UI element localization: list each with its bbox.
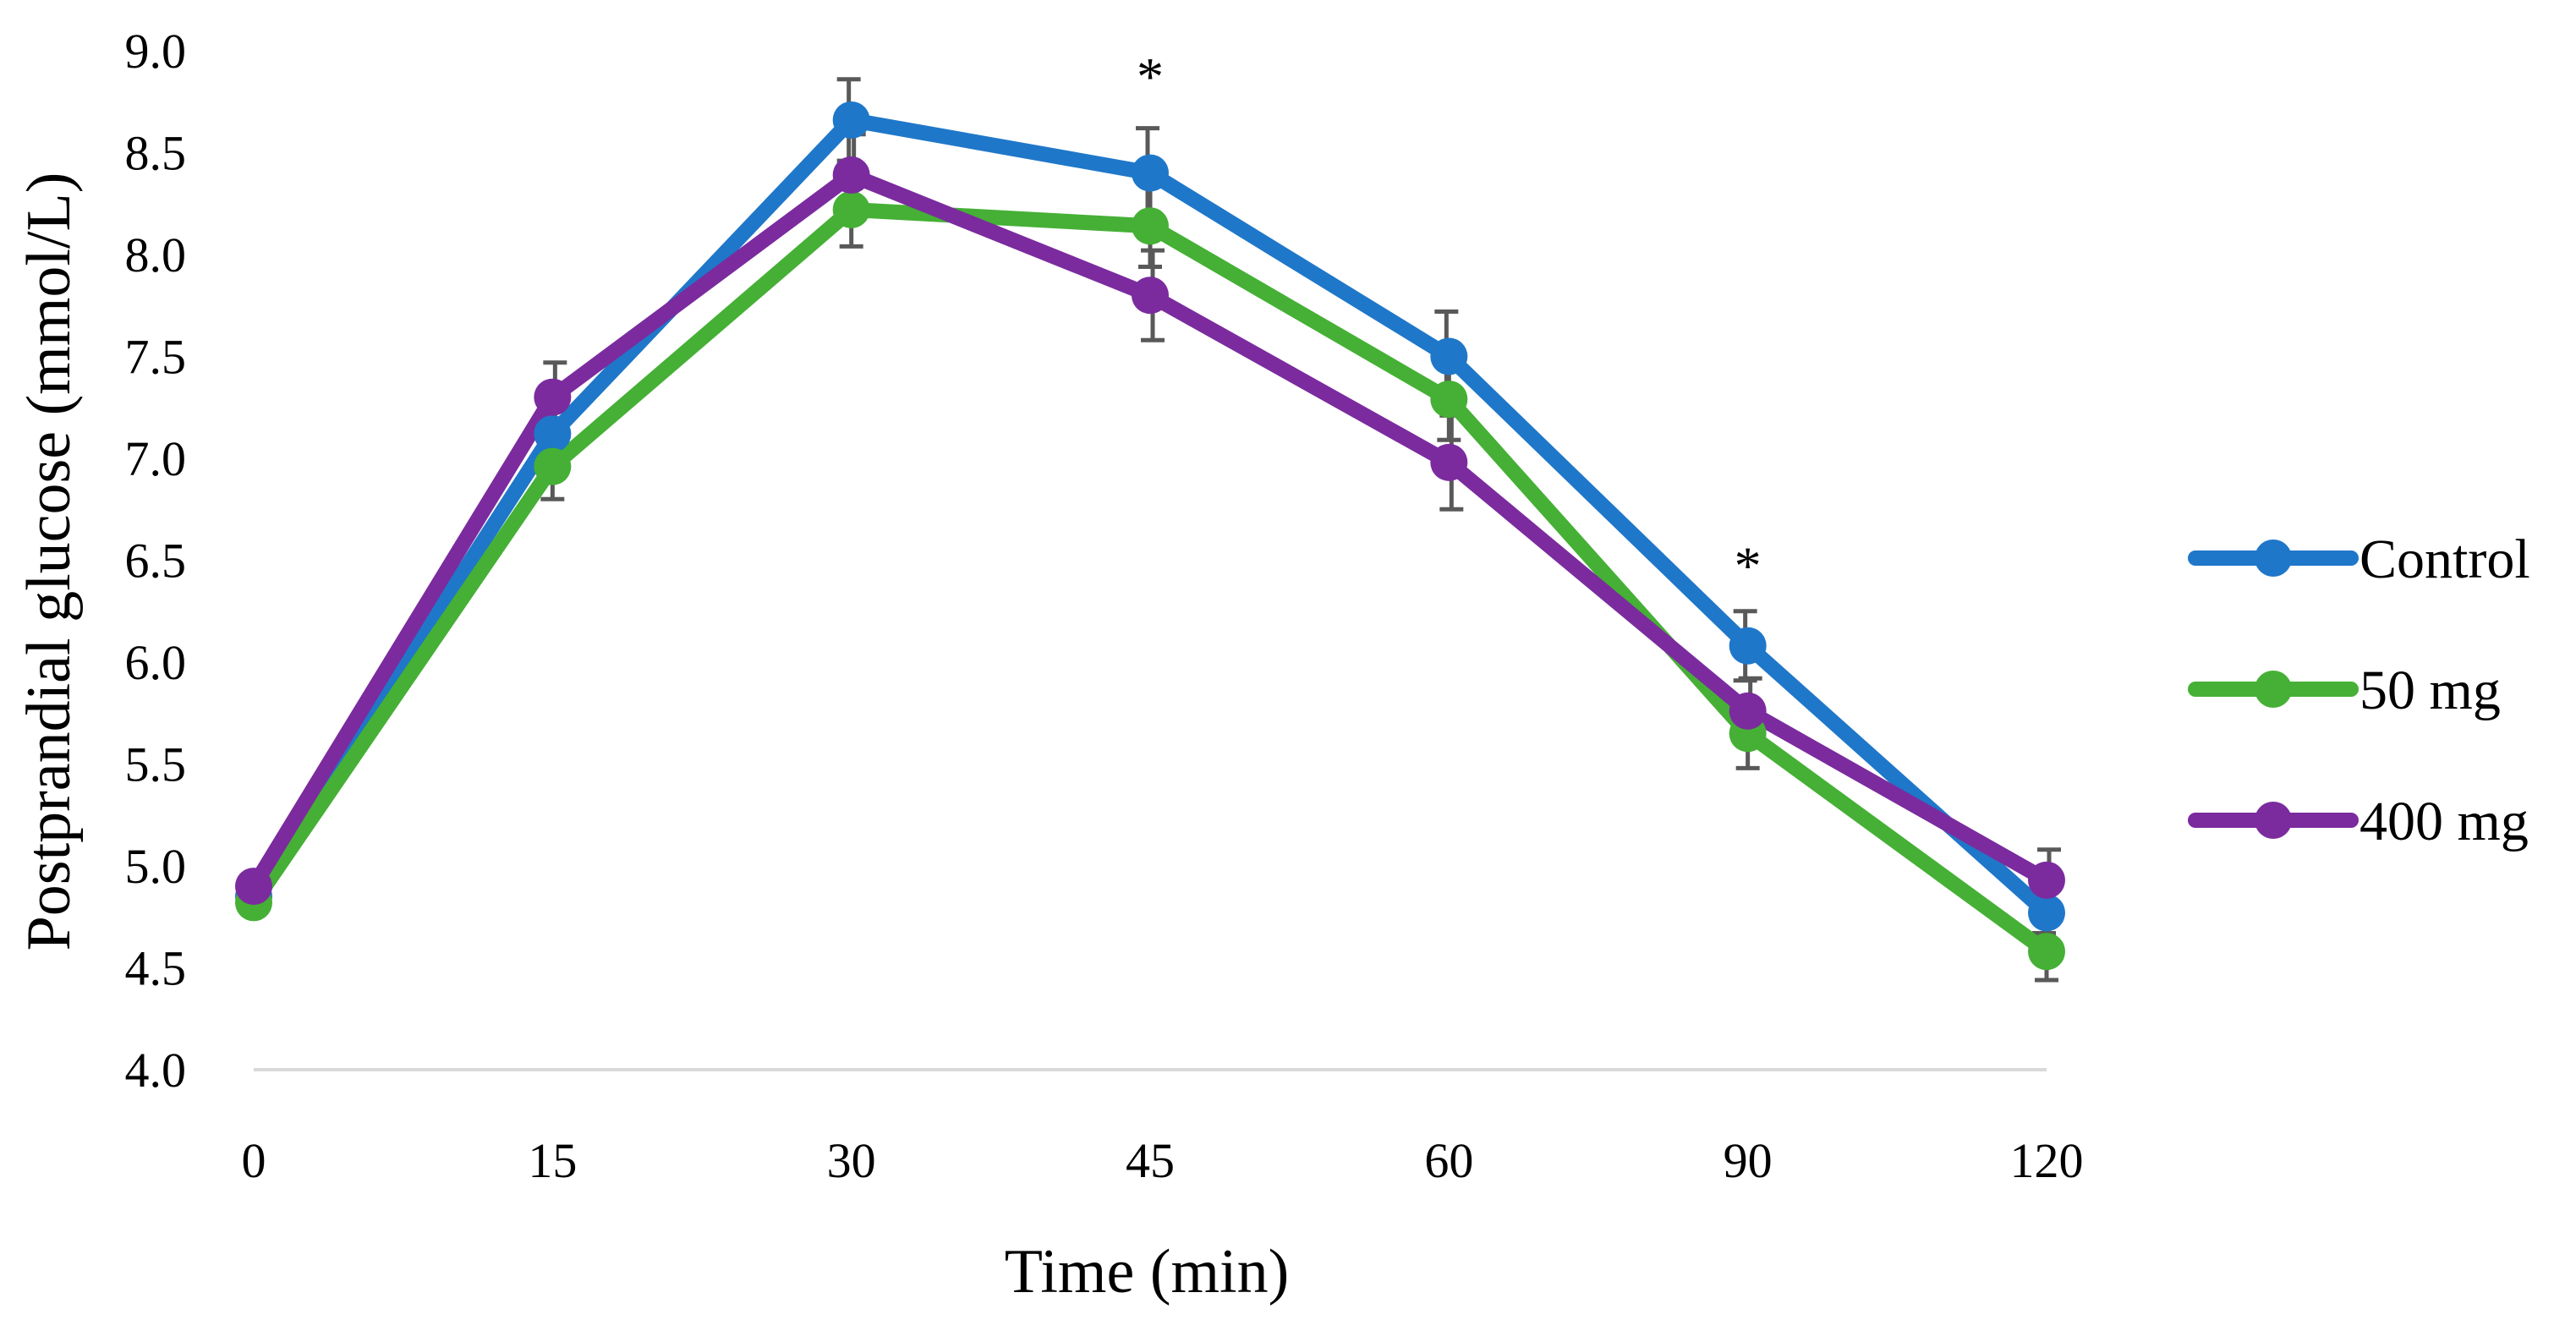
data-point (534, 378, 572, 416)
legend-item: 400 mg (2188, 791, 2529, 852)
data-point (2028, 861, 2065, 899)
legend-swatch-marker (2255, 671, 2292, 708)
y-tick-label: 4.5 (125, 941, 187, 996)
significance-marker: * (1137, 47, 1164, 107)
data-point (832, 101, 870, 139)
y-axis-title: Postprandial glucose (mmol/L) (14, 173, 84, 951)
data-point (1430, 337, 1468, 375)
legend-item: Control (2188, 529, 2530, 590)
data-point (534, 415, 572, 453)
significance-marker: * (1735, 535, 1762, 595)
series-line (246, 201, 2054, 960)
x-tick-label: 120 (2010, 1133, 2084, 1188)
data-point (1132, 207, 1169, 245)
data-point (832, 156, 870, 194)
y-tick-label: 6.0 (125, 635, 187, 690)
x-tick-label: 90 (1724, 1133, 1773, 1188)
significance-annotations: ** (1137, 47, 1762, 595)
legend-label: 400 mg (2360, 791, 2529, 852)
y-tick-label: 4.0 (125, 1043, 187, 1098)
y-tick-label: 8.5 (125, 126, 187, 181)
data-point (1132, 277, 1169, 315)
data-point (832, 190, 870, 228)
data-point (1729, 627, 1767, 665)
data-point (2028, 894, 2065, 932)
legend-swatch-marker (2255, 540, 2292, 577)
legend-swatch-marker (2255, 802, 2292, 839)
data-point (2028, 933, 2065, 971)
y-tick-label: 5.0 (125, 839, 187, 894)
data-point (1132, 154, 1169, 192)
data-point (1430, 443, 1468, 481)
y-tick-label: 8.0 (125, 227, 187, 282)
legend-item: 50 mg (2188, 660, 2501, 721)
legend-label: 50 mg (2360, 660, 2501, 721)
legend-label: Control (2360, 529, 2530, 590)
x-axis-ticks: 0 15 30 45 60 90 120 (242, 1133, 2084, 1188)
data-point (534, 447, 572, 485)
x-tick-label: 15 (528, 1133, 577, 1188)
y-tick-label: 7.5 (125, 330, 187, 385)
data-point (235, 868, 272, 906)
y-tick-label: 9.0 (125, 24, 187, 79)
y-axis-ticks: 4.0 4.5 5.0 5.5 6.0 6.5 7.0 7.5 8.0 8.5 9.0 (125, 24, 187, 1098)
x-tick-label: 60 (1424, 1133, 1473, 1188)
x-tick-label: 30 (827, 1133, 876, 1188)
data-point (1430, 381, 1468, 419)
y-tick-label: 7.0 (125, 431, 187, 486)
legend: Control 50 mg 400 mg (2188, 529, 2530, 852)
x-tick-label: 0 (242, 1133, 266, 1188)
x-tick-label: 45 (1126, 1133, 1175, 1188)
series-points (235, 101, 2065, 971)
x-axis-title: Time (min) (1005, 1237, 1289, 1306)
data-point (1729, 692, 1767, 730)
y-tick-label: 5.5 (125, 737, 187, 792)
y-tick-label: 6.5 (125, 534, 187, 589)
